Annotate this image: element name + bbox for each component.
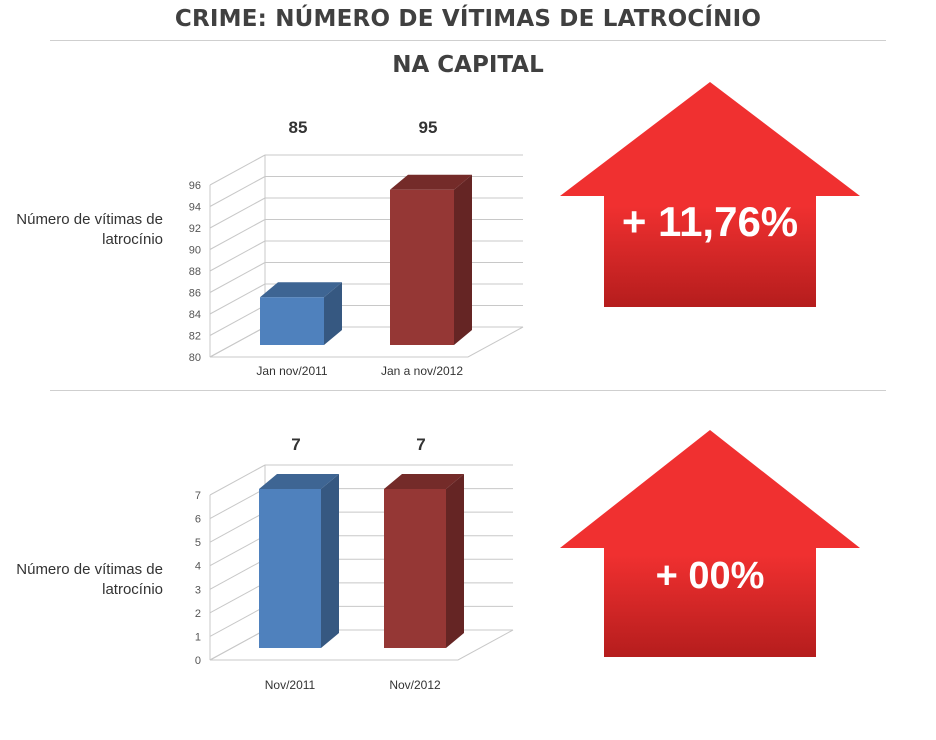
chart1-ytick-label: 86 — [189, 288, 201, 300]
chart1-data-label: 95 — [419, 118, 438, 137]
chart1-grid-diagonal — [209, 262, 266, 293]
chart2-ytick-label: 7 — [195, 490, 201, 502]
chart2-ytick-label: 4 — [195, 561, 201, 573]
chart2-bar-top — [384, 474, 464, 489]
chart1-ytick-label: 92 — [189, 223, 201, 235]
chart1-bar-side — [324, 282, 342, 345]
chart1-grid-diagonal — [209, 283, 266, 315]
chart2-bar-side — [321, 474, 339, 648]
chart1-ytick-label: 88 — [189, 266, 201, 278]
chart2-ytick-label: 3 — [195, 584, 201, 596]
chart1-grid-diagonal — [209, 154, 266, 186]
title-divider — [50, 40, 886, 41]
chart2-bar — [259, 489, 321, 648]
chart1-grid-diagonal — [209, 176, 266, 207]
chart1-ytick-label: 84 — [189, 309, 201, 321]
chart1-floor — [209, 326, 524, 358]
chart2-up-arrow-icon — [560, 430, 860, 657]
chart2-bar — [384, 489, 446, 648]
chart1-bar-top — [390, 174, 472, 190]
chart1-bar-side — [454, 174, 472, 345]
chart2-grid-diagonal — [209, 535, 266, 567]
chart2-data-label: 7 — [291, 435, 300, 454]
chart2-category-label: Nov/2012 — [389, 678, 441, 692]
chart2-grid-diagonal — [209, 605, 266, 637]
chart2-grid-diagonal — [209, 511, 266, 543]
chart1-grid-diagonal — [209, 305, 266, 336]
chart2-ytick-label: 6 — [195, 514, 201, 526]
chart2-ytick-label: 2 — [195, 608, 201, 620]
chart1-ytick-label: 94 — [189, 202, 201, 214]
chart2-bar-top — [259, 474, 339, 489]
chart1-category-label: Jan a nov/2012 — [381, 364, 463, 378]
chart2-bar-side — [446, 474, 464, 648]
page-title: CRIME: NÚMERO DE VÍTIMAS DE LATROCÍNIO — [174, 6, 762, 32]
chart1-ylabel: Número de vítimas de latrocínio — [16, 211, 163, 248]
chart2-ytick-label: 1 — [195, 631, 201, 643]
chart2-ylabel: Número de vítimas de latrocínio — [16, 561, 163, 598]
chart1-bar-top — [260, 282, 342, 298]
chart1-up-arrow-icon — [560, 82, 860, 307]
chart1-ytick-label: 90 — [189, 245, 201, 257]
page-subtitle: NA CAPITAL — [392, 52, 544, 78]
chart2-change-label: + 00% — [656, 555, 765, 597]
chart2-grid-diagonal — [209, 488, 266, 520]
chart2-category-label: Nov/2011 — [265, 678, 316, 692]
chart2-ytick-label: 0 — [195, 655, 201, 667]
chart1-grid-diagonal — [209, 197, 266, 229]
chart2-grid-diagonal — [209, 464, 266, 496]
chart1-grid-diagonal — [209, 219, 266, 250]
section-divider — [50, 390, 886, 391]
chart1-category-label: Jan nov/2011 — [256, 364, 327, 378]
chart1-data-label: 85 — [289, 118, 308, 137]
chart1-ytick-label: 82 — [189, 331, 201, 343]
chart1-bar — [390, 189, 454, 345]
chart2-floor — [209, 629, 514, 661]
chart1-bar — [260, 297, 324, 345]
chart2-data-label: 7 — [416, 435, 425, 454]
chart2-ytick-label: 5 — [195, 537, 201, 549]
chart1-change-label: + 11,76% — [622, 198, 798, 245]
chart1-ytick-label: 80 — [189, 352, 201, 364]
chart2-grid-diagonal — [209, 558, 266, 590]
chart2-grid-diagonal — [209, 582, 266, 614]
chart1-ytick-label: 96 — [189, 180, 201, 192]
chart1-grid-diagonal — [209, 240, 266, 272]
